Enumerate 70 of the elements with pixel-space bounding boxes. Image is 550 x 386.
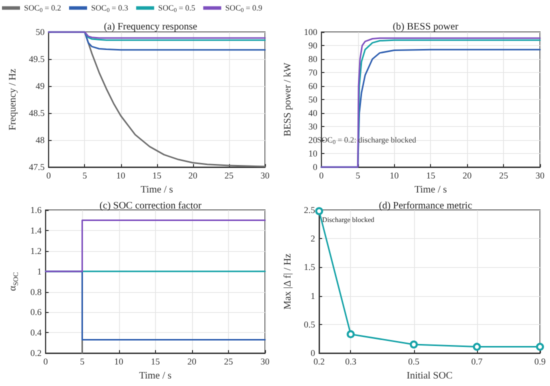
y-tick-label: 48 xyxy=(36,135,46,146)
y-tick-label: 1 xyxy=(37,266,42,276)
x-tick-label: 25 xyxy=(224,170,234,181)
x-tick-label: 15 xyxy=(150,356,160,367)
y-tick-label: 48.5 xyxy=(28,108,46,118)
y-tick-label: 2 xyxy=(310,234,316,244)
x-tick-label: 20 xyxy=(188,170,198,181)
x-axis-title: Initial SOC xyxy=(406,370,453,382)
x-tick-label: 0.5 xyxy=(408,356,420,367)
y-tick-label: 1 xyxy=(310,290,316,301)
y-axis-title: Frequency / Hz xyxy=(8,68,18,130)
y-tick-label: 2.5 xyxy=(304,205,316,215)
y-tick-label: 47.5 xyxy=(28,162,46,172)
y-tick-label: 0.5 xyxy=(304,319,316,330)
x-tick-label: 20 xyxy=(187,356,197,367)
y-tick-label: 90 xyxy=(308,40,318,51)
y-tick-label: 0.6 xyxy=(30,307,42,318)
point xyxy=(410,340,418,349)
y-axis-title: BESS power / kW xyxy=(282,62,294,136)
y-tick-label: 30 xyxy=(308,122,318,132)
y-tick-label: 1.4 xyxy=(30,225,42,236)
chart-title: (a) Frequency response xyxy=(104,22,198,32)
y-tick-label: 40 xyxy=(308,108,318,118)
y-tick-label: 20 xyxy=(308,135,318,146)
y-tick-label: 0.8 xyxy=(30,286,42,297)
x-axis-title: Time / s xyxy=(140,184,174,196)
y-tick-label: 10 xyxy=(308,148,318,159)
x-axis-title: Time / s xyxy=(139,370,172,382)
point xyxy=(472,342,481,351)
y-tick-label: 50 xyxy=(308,94,318,105)
y-tick-label: 49.5 xyxy=(28,54,46,64)
x-tick-label: 30 xyxy=(260,170,270,181)
point xyxy=(315,207,324,216)
chart-title: (c) SOC correction factor xyxy=(100,200,202,212)
y-tick-label: 80 xyxy=(308,54,318,64)
x-tick-label: 30 xyxy=(260,356,270,367)
chart-title: (d) Performance metric xyxy=(378,200,473,212)
point xyxy=(346,330,355,338)
x-tick-label: 25 xyxy=(499,170,509,181)
chart-title: (b) BESS power xyxy=(392,22,459,32)
x-tick-label: 0.7 xyxy=(471,356,484,367)
x-tick-label: 5 xyxy=(356,170,361,181)
y-tick-label: 70 xyxy=(308,68,318,78)
y-tick-label: 50 xyxy=(36,27,46,37)
x-tick-label: 30 xyxy=(536,170,545,181)
x-tick-label: 20 xyxy=(462,170,472,181)
y-tick-label: 60 xyxy=(308,81,318,92)
x-tick-label: 0.9 xyxy=(534,356,546,367)
x-tick-label: 5 xyxy=(80,356,85,367)
x-axis-title: Time / s xyxy=(414,184,448,196)
x-tick-label: 10 xyxy=(114,356,124,367)
point xyxy=(536,342,544,351)
x-tick-label: 10 xyxy=(390,170,400,181)
y-tick-label: 49 xyxy=(36,81,46,92)
y-tick-label: 0.2 xyxy=(30,348,42,358)
y-tick-label: 1.5 xyxy=(304,262,316,272)
y-tick-label: 0 xyxy=(312,162,318,172)
x-tick-label: 15 xyxy=(426,170,436,181)
y-tick-label: 100 xyxy=(304,27,318,37)
y-axis-title: Max |Δ f| / Hz xyxy=(282,253,294,310)
x-tick-label: 5 xyxy=(82,170,88,181)
y-tick-label: 1.6 xyxy=(30,205,42,215)
x-tick-label: 0 xyxy=(319,170,324,181)
y-tick-label: 0 xyxy=(310,348,316,358)
x-tick-label: 15 xyxy=(152,170,162,181)
y-tick-label: 1.2 xyxy=(30,246,42,256)
x-tick-label: 25 xyxy=(224,356,234,367)
x-tick-label: 10 xyxy=(116,170,126,181)
y-tick-label: 0.4 xyxy=(30,328,42,338)
x-tick-label: 0.3 xyxy=(345,356,357,367)
